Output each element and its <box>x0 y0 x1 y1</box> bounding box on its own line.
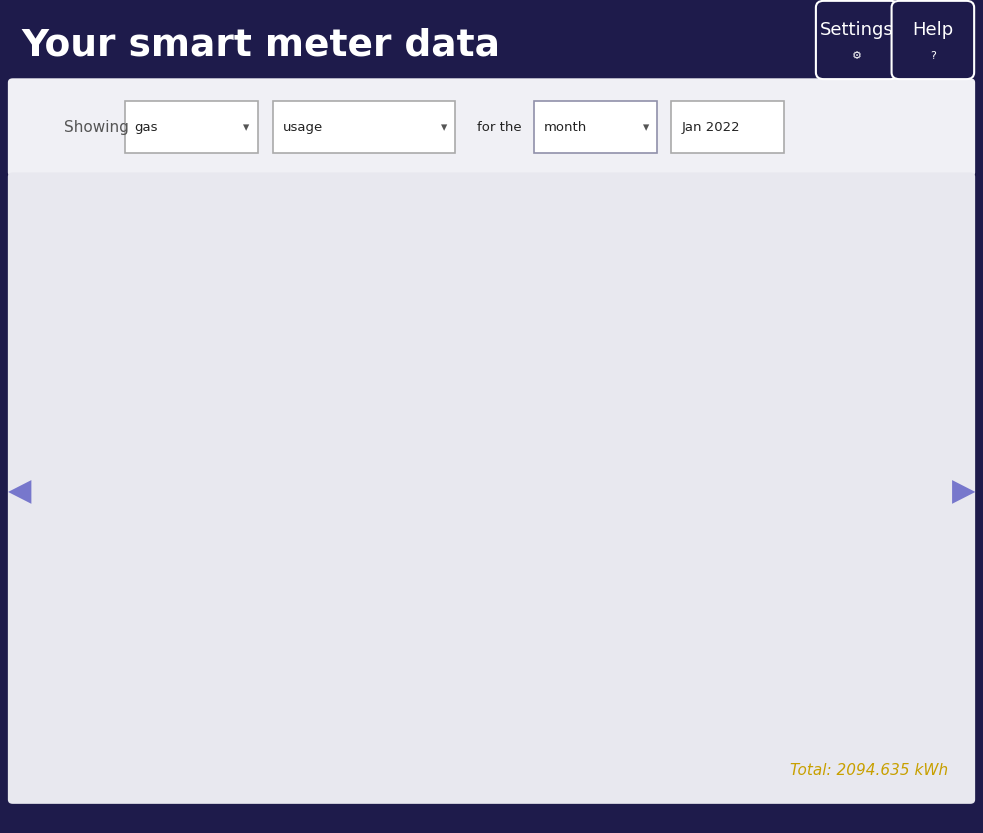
FancyBboxPatch shape <box>274 242 450 312</box>
Bar <box>282 318 304 733</box>
Bar <box>916 458 938 733</box>
Bar <box>641 388 663 733</box>
Bar <box>420 406 441 733</box>
Text: for the: for the <box>477 121 521 134</box>
Bar <box>89 543 111 733</box>
Text: usage: usage <box>283 121 323 134</box>
Text: 8 January 2022: 8 January 2022 <box>292 257 404 270</box>
Bar <box>889 386 910 733</box>
Text: month: month <box>544 121 587 134</box>
Bar <box>310 371 331 733</box>
Text: Settings: Settings <box>820 21 895 39</box>
Bar <box>613 371 635 733</box>
Bar <box>145 466 166 733</box>
Text: Your smart meter data: Your smart meter data <box>22 27 500 64</box>
Text: ▾: ▾ <box>244 121 250 134</box>
Bar <box>723 326 745 733</box>
Bar <box>117 506 139 733</box>
Text: gas: gas <box>135 121 158 134</box>
Bar <box>668 361 690 733</box>
Bar <box>806 393 828 733</box>
Bar <box>779 373 800 733</box>
Text: ?: ? <box>930 51 936 62</box>
Text: Showing: Showing <box>64 120 129 135</box>
Bar <box>861 471 883 733</box>
Text: Total: 2094.635 kWh: Total: 2094.635 kWh <box>790 763 949 778</box>
Bar <box>476 348 496 733</box>
Text: 83.066 kWh: 83.066 kWh <box>323 287 398 300</box>
Text: Help: Help <box>912 21 954 39</box>
Bar <box>292 284 316 300</box>
Bar <box>172 466 194 733</box>
Bar <box>503 381 524 733</box>
Bar <box>200 433 221 733</box>
Bar <box>696 376 718 733</box>
Bar <box>751 331 773 733</box>
Bar <box>834 456 855 733</box>
Text: ▾: ▾ <box>441 121 447 134</box>
Bar <box>586 448 607 733</box>
Bar <box>558 373 580 733</box>
Text: Jan 2022: Jan 2022 <box>681 121 740 134</box>
Bar <box>365 453 386 733</box>
Text: ▾: ▾ <box>643 121 649 134</box>
Bar <box>227 393 249 733</box>
Bar <box>447 383 469 733</box>
Text: ⚙: ⚙ <box>852 51 862 62</box>
Text: ▶: ▶ <box>952 477 975 506</box>
Bar <box>255 273 276 733</box>
Bar <box>531 383 551 733</box>
Text: ◀: ◀ <box>8 477 31 506</box>
Bar <box>392 406 414 733</box>
Bar <box>337 371 359 733</box>
Y-axis label: kWh: kWh <box>32 468 46 498</box>
